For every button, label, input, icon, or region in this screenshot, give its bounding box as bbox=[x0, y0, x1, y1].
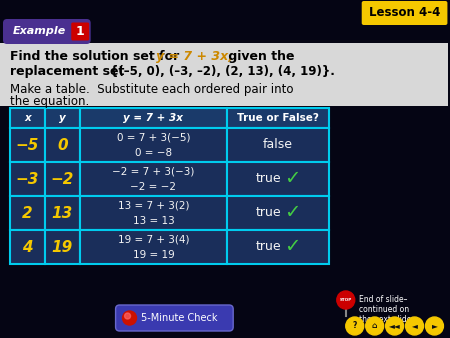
Bar bbox=[80, 230, 227, 264]
Text: Find the solution set for: Find the solution set for bbox=[10, 50, 184, 63]
Text: 13 = 7 + 3(2): 13 = 7 + 3(2) bbox=[118, 200, 189, 210]
Text: replacement set: replacement set bbox=[10, 65, 129, 78]
Bar bbox=[80, 196, 227, 230]
Text: ?: ? bbox=[352, 321, 357, 331]
Bar bbox=[45, 128, 80, 162]
Circle shape bbox=[366, 317, 384, 335]
Bar bbox=[10, 162, 45, 196]
Bar bbox=[10, 196, 45, 230]
Text: 4: 4 bbox=[22, 240, 33, 255]
Bar bbox=[227, 230, 329, 264]
Bar bbox=[10, 108, 45, 128]
Text: true: true bbox=[255, 172, 281, 186]
Circle shape bbox=[426, 317, 443, 335]
Text: End of slide–: End of slide– bbox=[359, 295, 407, 304]
Bar bbox=[45, 108, 80, 128]
Bar bbox=[80, 128, 227, 162]
Text: true: true bbox=[255, 207, 281, 219]
Text: the equation.: the equation. bbox=[10, 95, 89, 108]
Text: y = 7 + 3x,: y = 7 + 3x, bbox=[157, 50, 234, 63]
Text: given the: given the bbox=[224, 50, 295, 63]
Text: −2: −2 bbox=[50, 171, 74, 187]
Text: {(–5, 0), (–3, –2), (2, 13), (4, 19)}.: {(–5, 0), (–3, –2), (2, 13), (4, 19)}. bbox=[110, 65, 334, 78]
Bar bbox=[227, 196, 329, 230]
Text: STOP: STOP bbox=[340, 298, 352, 302]
Bar bbox=[45, 196, 80, 230]
Text: continued on: continued on bbox=[359, 305, 409, 314]
FancyBboxPatch shape bbox=[71, 23, 89, 41]
FancyBboxPatch shape bbox=[3, 19, 91, 44]
Text: 1: 1 bbox=[76, 25, 85, 38]
Text: y = 7 + 3x: y = 7 + 3x bbox=[123, 113, 184, 123]
Circle shape bbox=[125, 313, 130, 319]
Text: y: y bbox=[59, 113, 66, 123]
Text: true: true bbox=[255, 241, 281, 254]
Bar bbox=[45, 230, 80, 264]
Bar bbox=[45, 162, 80, 196]
Text: Make a table.  Substitute each ordered pair into: Make a table. Substitute each ordered pa… bbox=[10, 83, 293, 96]
Text: −5: −5 bbox=[16, 138, 39, 152]
Text: ◄◄: ◄◄ bbox=[389, 321, 400, 331]
Text: ✓: ✓ bbox=[284, 238, 300, 257]
Circle shape bbox=[337, 291, 355, 309]
Circle shape bbox=[122, 311, 136, 325]
Bar bbox=[227, 162, 329, 196]
Text: True or False?: True or False? bbox=[237, 113, 319, 123]
Text: Example: Example bbox=[13, 26, 66, 37]
Text: ✓: ✓ bbox=[284, 169, 300, 189]
Bar bbox=[227, 108, 329, 128]
Text: 2: 2 bbox=[22, 206, 33, 220]
Bar bbox=[80, 108, 227, 128]
Text: false: false bbox=[263, 139, 293, 151]
Bar bbox=[10, 230, 45, 264]
Text: −2 = −2: −2 = −2 bbox=[130, 182, 176, 192]
Text: 13: 13 bbox=[52, 206, 73, 220]
Text: 19: 19 bbox=[52, 240, 73, 255]
FancyBboxPatch shape bbox=[362, 1, 447, 25]
Bar bbox=[227, 128, 329, 162]
Text: 19 = 19: 19 = 19 bbox=[133, 250, 174, 260]
Bar bbox=[10, 128, 45, 162]
Text: the next slide: the next slide bbox=[359, 315, 411, 324]
Circle shape bbox=[405, 317, 423, 335]
Text: Lesson 4-4: Lesson 4-4 bbox=[369, 6, 440, 20]
FancyBboxPatch shape bbox=[0, 43, 448, 106]
Text: 19 = 7 + 3(4): 19 = 7 + 3(4) bbox=[118, 234, 189, 244]
Text: 0 = −8: 0 = −8 bbox=[135, 148, 172, 158]
Text: x: x bbox=[24, 113, 31, 123]
Text: 0: 0 bbox=[57, 138, 68, 152]
Text: 13 = 13: 13 = 13 bbox=[133, 216, 174, 226]
Circle shape bbox=[346, 317, 364, 335]
Circle shape bbox=[386, 317, 404, 335]
Text: ✓: ✓ bbox=[284, 203, 300, 222]
Bar bbox=[80, 162, 227, 196]
Text: −2 = 7 + 3(−3): −2 = 7 + 3(−3) bbox=[112, 166, 195, 176]
Text: ⌂: ⌂ bbox=[372, 321, 378, 331]
FancyBboxPatch shape bbox=[116, 305, 233, 331]
Text: 5-Minute Check: 5-Minute Check bbox=[141, 313, 218, 323]
Text: ◄: ◄ bbox=[412, 321, 418, 331]
Text: −3: −3 bbox=[16, 171, 39, 187]
Text: ►: ► bbox=[432, 321, 437, 331]
Text: 0 = 7 + 3(−5): 0 = 7 + 3(−5) bbox=[117, 132, 190, 142]
